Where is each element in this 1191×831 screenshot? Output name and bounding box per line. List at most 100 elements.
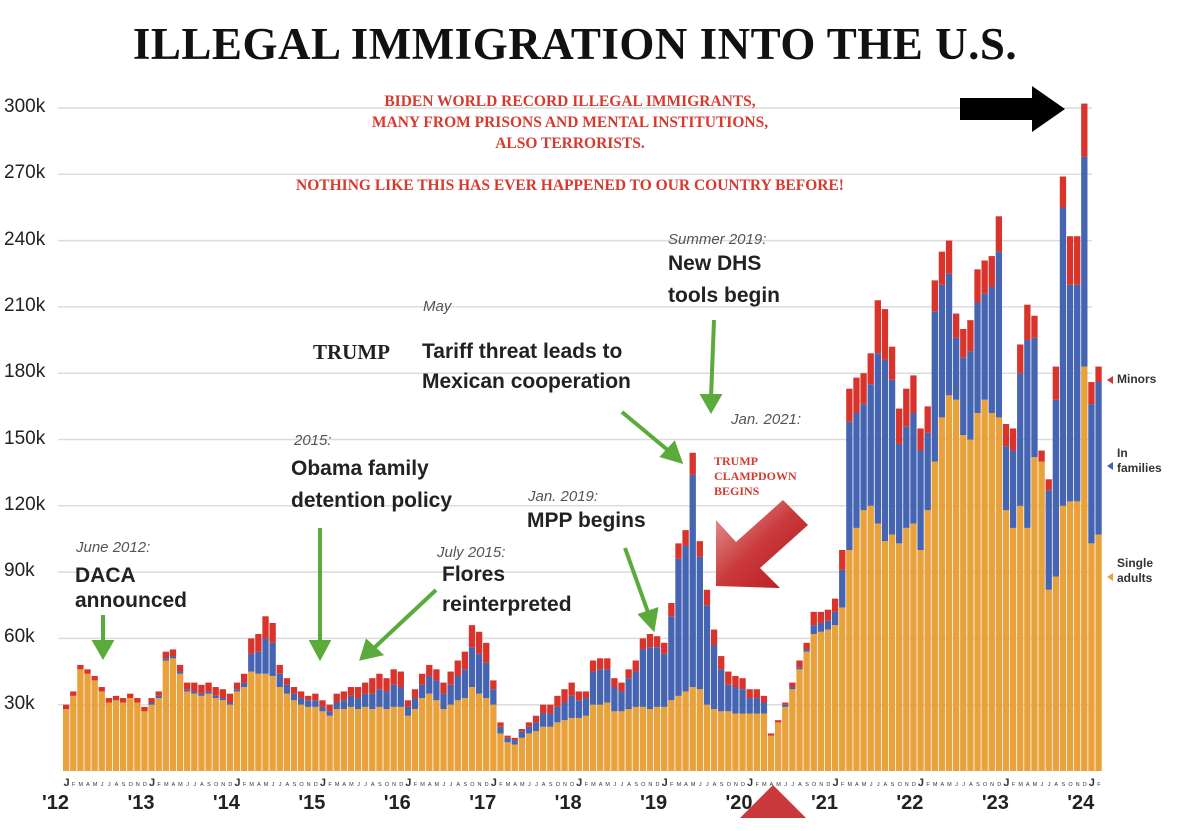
legend-families-marker xyxy=(1107,462,1113,470)
bar-in-families xyxy=(198,693,205,696)
bar-single-adults xyxy=(931,461,938,771)
bar-single-adults xyxy=(1095,534,1102,771)
bar-in-families xyxy=(426,675,433,694)
bar-single-adults xyxy=(668,700,675,771)
bar-single-adults xyxy=(910,523,917,771)
bar-minors xyxy=(397,671,404,688)
month-tick-label: A xyxy=(855,782,859,788)
bar-in-families xyxy=(803,649,810,652)
month-tick-label: J xyxy=(443,782,446,788)
annotation-clampdown: TRUMP CLAMPDOWN BEGINS xyxy=(714,454,797,499)
bar-minors xyxy=(532,715,540,723)
month-tick-label: M xyxy=(178,782,183,788)
month-tick-label: M xyxy=(605,782,610,788)
bar-single-adults xyxy=(568,717,575,771)
bar-minors xyxy=(632,660,639,672)
bar-single-adults xyxy=(981,399,988,771)
month-tick-label: N xyxy=(478,782,482,788)
bar-in-families xyxy=(817,622,825,632)
bar-minors xyxy=(725,671,732,685)
month-tick-label: J xyxy=(279,782,282,788)
bar-minors xyxy=(860,373,867,405)
bar-single-adults xyxy=(447,704,454,771)
bar-in-families xyxy=(1074,284,1081,502)
bar-in-families xyxy=(725,684,732,712)
bar-minors xyxy=(233,682,241,690)
bar-in-families xyxy=(903,426,910,528)
bar-minors xyxy=(646,633,654,648)
bar-single-adults xyxy=(141,711,148,771)
month-tick-label: A xyxy=(115,782,119,788)
year-label: '23 xyxy=(981,792,1009,814)
bar-single-adults xyxy=(938,417,946,771)
bar-single-adults xyxy=(319,711,326,771)
bar-single-adults xyxy=(732,713,739,771)
bar-minors xyxy=(369,678,376,694)
bar-single-adults xyxy=(112,700,120,771)
bar-single-adults xyxy=(767,735,775,771)
bar-minors xyxy=(689,452,696,475)
month-tick-label: J xyxy=(149,777,155,789)
bar-in-families xyxy=(1024,340,1031,528)
bar-minors xyxy=(575,691,582,701)
bar-minors xyxy=(362,682,369,694)
bar-minors xyxy=(326,704,333,712)
month-tick-label: J xyxy=(576,777,582,789)
annotation-mpp-line1: MPP begins xyxy=(527,509,646,532)
bar-minors xyxy=(853,377,860,413)
bar-minors xyxy=(383,678,390,692)
bar-in-families xyxy=(945,273,953,396)
bar-minors xyxy=(839,550,846,570)
bar-minors xyxy=(525,722,533,727)
bar-minors xyxy=(846,388,853,422)
bar-single-adults xyxy=(212,698,219,771)
bar-minors xyxy=(141,706,148,712)
bar-minors xyxy=(817,611,825,623)
bar-in-families xyxy=(1088,404,1095,544)
month-tick-label: A xyxy=(342,782,346,788)
month-tick-label: J xyxy=(832,777,838,789)
month-tick-label: N xyxy=(990,782,994,788)
bar-single-adults xyxy=(397,706,404,771)
month-tick-label: S xyxy=(549,782,553,788)
bar-in-families xyxy=(810,625,817,634)
annotation-daca-line1: DACA xyxy=(75,564,136,587)
bar-in-families xyxy=(333,702,340,710)
bar-single-adults xyxy=(233,691,241,771)
bar-single-adults xyxy=(561,720,568,771)
bar-in-families xyxy=(625,678,632,710)
bar-in-families xyxy=(148,702,155,705)
bar-single-adults xyxy=(831,625,839,771)
bar-single-adults xyxy=(475,693,483,771)
bar-minors xyxy=(290,687,298,694)
month-tick-label: M xyxy=(93,782,98,788)
month-tick-label: M xyxy=(677,782,682,788)
month-tick-label: J xyxy=(528,782,531,788)
month-tick-label: J xyxy=(747,777,753,789)
red-arrow-icon xyxy=(716,500,808,588)
bar-single-adults xyxy=(419,698,426,771)
bar-single-adults xyxy=(504,742,511,771)
bar-minors xyxy=(241,673,248,683)
month-tick-label: A xyxy=(285,782,289,788)
green-arrow-dhs xyxy=(709,319,716,399)
bar-single-adults xyxy=(817,631,825,771)
month-tick-label: D xyxy=(485,782,489,788)
bar-single-adults xyxy=(283,693,291,771)
month-tick-label: O xyxy=(299,782,304,788)
bar-minors xyxy=(176,664,184,672)
bar-single-adults xyxy=(803,651,810,771)
bar-in-families xyxy=(205,691,212,694)
bar-single-adults xyxy=(881,541,889,771)
month-tick-label: O xyxy=(983,782,988,788)
bar-single-adults xyxy=(148,704,155,771)
bar-single-adults xyxy=(262,673,269,771)
month-tick-label: N xyxy=(648,782,652,788)
bar-in-families xyxy=(561,702,568,721)
bar-minors xyxy=(710,629,718,646)
month-tick-label: J xyxy=(870,782,873,788)
bar-minors xyxy=(347,687,355,696)
y-tick-label: 30k xyxy=(4,692,35,714)
month-tick-label: M xyxy=(520,782,525,788)
bar-single-adults xyxy=(1009,527,1017,771)
